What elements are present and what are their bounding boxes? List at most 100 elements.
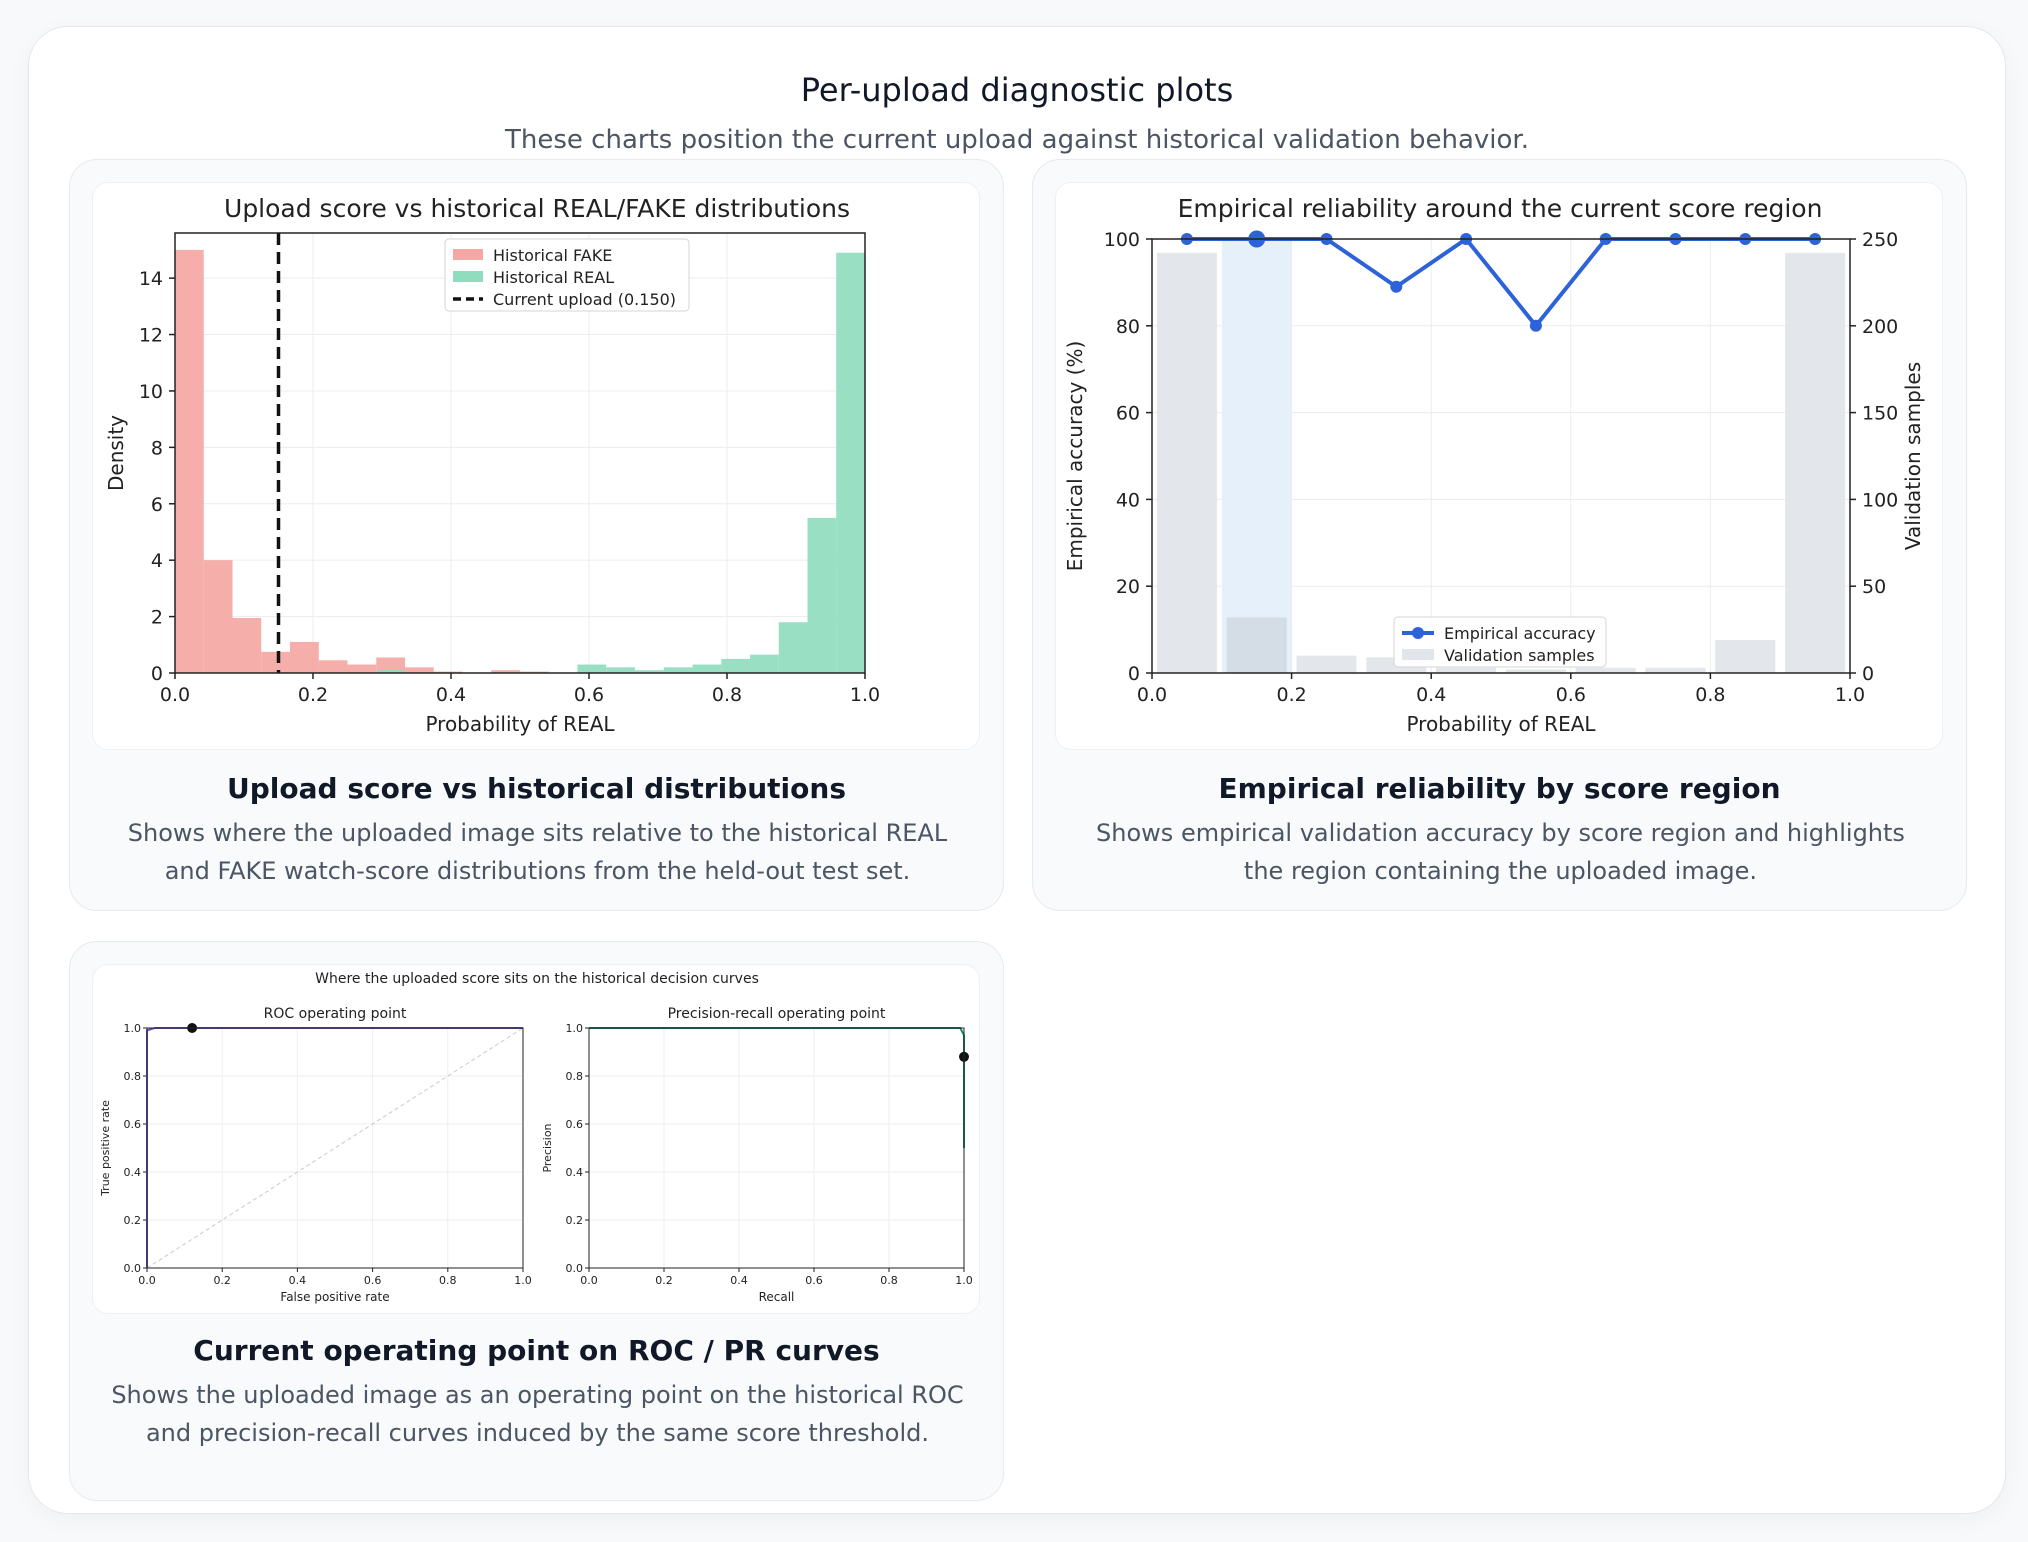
- y-tick-label: 8: [151, 437, 163, 459]
- x-tick-label: 0.4: [730, 1274, 748, 1287]
- card-description: Shows empirical validation accuracy by s…: [1096, 819, 1905, 885]
- fake-histogram-bar: [261, 651, 291, 673]
- real-histogram-bar: [606, 667, 636, 673]
- card-title: Upload score vs historical distributions: [227, 772, 846, 805]
- y-axis-label: True positive rate: [99, 1100, 112, 1197]
- y-tick-label: 4: [151, 550, 163, 572]
- reliability-plot: 0.0 0.2 0.4 0.6 0.8 1.0 0 20 40 60 80 100 0 50 100 150 2…: [1055, 182, 1943, 750]
- legend-label: Historical REAL: [493, 268, 614, 287]
- y2-tick-label: 0: [1862, 663, 1874, 685]
- y2-tick-label: 50: [1862, 576, 1886, 598]
- x-tick-label: 0.0: [160, 684, 190, 706]
- real-histogram-bar: [635, 670, 664, 673]
- subplot-title: ROC operating point: [264, 1006, 407, 1022]
- x-tick-label: 0.8: [712, 684, 742, 706]
- fake-histogram-bar: [175, 249, 204, 673]
- page-subtitle: These charts position the current upload…: [505, 125, 1529, 155]
- histogram-chart: 0.0 0.2 0.4 0.6 0.8 1.0 0 2 4 6 8 10 12 14 Upload scor…: [104, 194, 880, 736]
- chart-title: Upload score vs historical REAL/FAKE dis…: [224, 194, 850, 223]
- y-tick-label: 6: [151, 494, 163, 516]
- plot-frame: [1151, 238, 1851, 674]
- sample-count-bar: [1296, 655, 1357, 673]
- roc-pr-card: Where the uploaded score sits on the his…: [69, 941, 1004, 1501]
- fake-histogram-bar: [376, 657, 406, 673]
- page-title: Per-upload diagnostic plots: [800, 71, 1234, 109]
- sample-count-bar: [1645, 667, 1706, 673]
- y-tick-label: 0.8: [124, 1070, 142, 1083]
- y-tick-label: 60: [1116, 403, 1140, 425]
- y-tick-label: 2: [151, 607, 163, 629]
- x-tick-label: 0.6: [574, 684, 604, 706]
- y-tick-label: 0.4: [124, 1166, 142, 1179]
- x-tick-label: 1.0: [955, 1274, 973, 1287]
- y-tick-label: 1.0: [124, 1022, 142, 1035]
- x-tick-label: 0.2: [213, 1274, 231, 1287]
- y-tick-label: 0.6: [566, 1118, 584, 1131]
- x-tick-label: 0.8: [439, 1274, 457, 1287]
- y-axis-label: Precision: [541, 1123, 554, 1172]
- y-tick-label: 80: [1116, 316, 1140, 338]
- reliability-chart: 0.0 0.2 0.4 0.6 0.8 1.00204060801000501001502…: [1063, 194, 1925, 736]
- legend-label: Current upload (0.150): [493, 290, 676, 309]
- x-tick-label: 0.0: [1137, 684, 1167, 706]
- x-tick-label: 0.0: [580, 1274, 598, 1287]
- legend-swatch: [453, 271, 483, 282]
- y-tick-label: 40: [1116, 489, 1140, 511]
- legend-box: [1393, 616, 1607, 668]
- legend-swatch: [1402, 649, 1434, 660]
- roc-pr-plot: Where the uploaded score sits on the his…: [92, 964, 980, 1314]
- y-tick-label: 0: [151, 663, 163, 685]
- y-axis-label: Density: [104, 415, 128, 491]
- y2-tick-label: 250: [1862, 229, 1898, 251]
- y-tick-label: 12: [139, 325, 163, 347]
- diagnostics-panel: Per-upload diagnostic plots These charts…: [28, 26, 2006, 1514]
- highlight-region: [1221, 239, 1292, 673]
- fake-histogram-bar: [290, 641, 319, 673]
- x-tick-label: 0.2: [1276, 684, 1306, 706]
- x-tick-label: 0.4: [289, 1274, 307, 1287]
- fake-histogram-bar: [491, 670, 520, 673]
- reliability-card: 0.0 0.2 0.4 0.6 0.8 1.0 0 20 40 60 80 100 0 50 100 150 2…: [1032, 159, 1967, 911]
- y-tick-label: 1.0: [566, 1022, 584, 1035]
- plot-frame: [146, 1027, 524, 1269]
- subplot-title: Precision-recall operating point: [668, 1006, 886, 1022]
- x-axis-label: Probability of REAL: [425, 712, 615, 736]
- sample-count-bar: [1575, 667, 1636, 673]
- fake-histogram-bar: [232, 618, 262, 673]
- y-tick-label: 0.2: [566, 1214, 584, 1227]
- x-tick-label: 0.6: [364, 1274, 382, 1287]
- x-tick-label: 0.4: [1416, 684, 1446, 706]
- card-title: Empirical reliability by score region: [1218, 772, 1781, 805]
- y-tick-label: 0.8: [566, 1070, 584, 1083]
- y-tick-label: 0.0: [124, 1262, 142, 1275]
- y-tick-label: 0.0: [566, 1262, 584, 1275]
- real-histogram-bar: [721, 658, 751, 673]
- card-title: Current operating point on ROC / PR curv…: [193, 1334, 880, 1367]
- plot-frame: [588, 1027, 965, 1269]
- real-histogram-bar: [749, 654, 779, 673]
- legend-label: Empirical accuracy: [1444, 624, 1596, 643]
- fake-histogram-bar: [404, 667, 434, 673]
- y-tick-label: 14: [139, 268, 163, 290]
- x-axis-label: False positive rate: [280, 1290, 389, 1304]
- y2-tick-label: 200: [1862, 316, 1898, 338]
- y-tick-label: 0.4: [566, 1166, 584, 1179]
- sample-count-bar: [1785, 252, 1846, 673]
- plot-frame: [174, 232, 866, 674]
- x-tick-label: 0.8: [1695, 684, 1725, 706]
- x-axis-label: Recall: [759, 1290, 795, 1304]
- chance-line: [146, 1027, 524, 1269]
- real-histogram-bar: [376, 670, 406, 673]
- y2-tick-label: 150: [1862, 403, 1898, 425]
- roc-pr-chart: Where the uploaded score sits on the his…: [99, 971, 973, 1304]
- chart-title: Where the uploaded score sits on the his…: [315, 971, 759, 987]
- chart-title: Empirical reliability around the current…: [1178, 194, 1823, 223]
- real-histogram-bar: [836, 252, 865, 673]
- sample-count-bar: [1226, 617, 1287, 673]
- histogram-card: 0.0 0.2 0.4 0.6 0.8 1.0 0 2 4 6 8 10 12 14 Upload scor…: [69, 159, 1004, 911]
- y-tick-label: 100: [1104, 229, 1140, 251]
- y-tick-label: 0.2: [124, 1214, 142, 1227]
- legend-label: Historical FAKE: [493, 246, 612, 265]
- x-tick-label: 0.0: [138, 1274, 156, 1287]
- x-tick-label: 1.0: [514, 1274, 532, 1287]
